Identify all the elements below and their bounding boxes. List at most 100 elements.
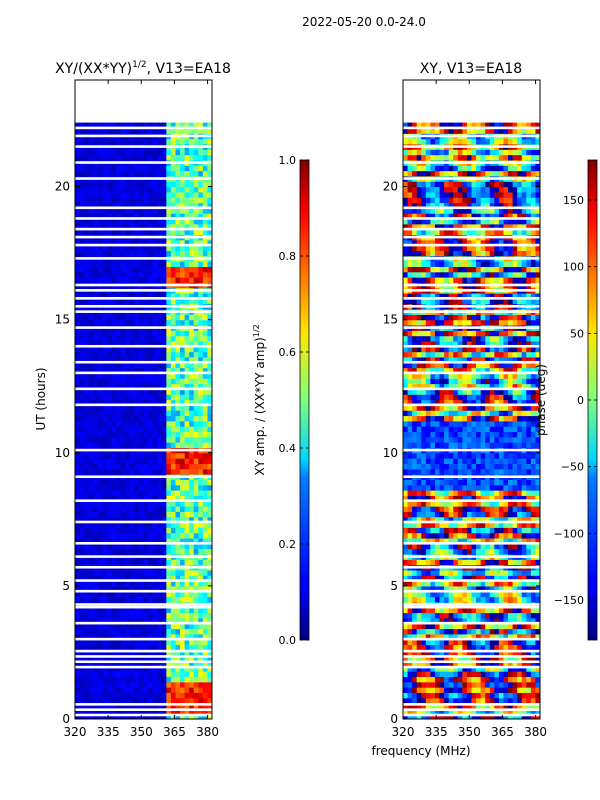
left-heatmap-cell — [116, 484, 122, 491]
left-heatmap-cell — [102, 378, 108, 385]
right-heatmap-cell — [521, 479, 527, 486]
left-heatmap-cell — [111, 213, 117, 220]
left-heatmap-cell — [116, 351, 122, 358]
left-heatmap-cell — [207, 665, 212, 672]
right-heatmap-cell — [480, 479, 486, 486]
left-heatmap-cell — [93, 569, 99, 576]
left-heatmap-cell — [102, 127, 108, 134]
left-heatmap-cell — [125, 511, 131, 518]
right-heatmap-cell — [494, 575, 500, 582]
right-heatmap-cell — [485, 490, 491, 496]
left-heatmap-cell — [207, 388, 212, 395]
right-heatmap-cell — [434, 527, 441, 534]
right-heatmap-cell — [421, 537, 427, 544]
right-heatmap-cell — [489, 612, 495, 619]
right-heatmap-cell — [503, 506, 509, 512]
left-heatmap-cell — [116, 537, 122, 544]
left-heatmap-cell — [175, 127, 181, 134]
right-heatmap-cell — [526, 484, 532, 491]
left-heatmap-cell — [116, 703, 122, 709]
right-heatmap-cell — [489, 511, 495, 518]
left-heatmap-cell — [152, 399, 158, 406]
right-heatmap-cell — [471, 527, 477, 534]
left-heatmap-cell — [207, 596, 212, 603]
left-heatmap-cell — [106, 266, 113, 273]
right-heatmap-cell — [480, 537, 486, 544]
left-heatmap-cell — [184, 372, 190, 379]
right-heatmap-cell — [530, 628, 537, 635]
left-heatmap-cell — [75, 383, 81, 390]
left-heatmap-cell — [189, 239, 195, 246]
left-heatmap-cell — [148, 713, 154, 719]
right-heatmap-cell — [480, 639, 486, 646]
right-heatmap-cell — [526, 585, 532, 592]
right-heatmap-cell — [421, 649, 427, 656]
right-heatmap-cell — [485, 458, 491, 464]
left-heatmap-cell — [202, 644, 209, 651]
left-heatmap-cell — [170, 559, 177, 566]
left-heatmap-cell — [202, 410, 209, 417]
left-heatmap-cell — [180, 458, 186, 464]
left-heatmap-cell — [93, 404, 99, 411]
left-heatmap-cell — [189, 149, 195, 156]
left-heatmap-cell — [180, 335, 186, 342]
left-heatmap-cell — [97, 607, 103, 614]
right-heatmap-cell — [412, 452, 418, 459]
left-heatmap-cell — [106, 383, 113, 390]
left-heatmap-cell — [120, 197, 126, 204]
left-heatmap-cell — [111, 394, 117, 401]
right-heatmap-cell — [476, 436, 482, 443]
left-heatmap-cell — [202, 596, 209, 603]
right-heatmap-cell — [430, 591, 436, 598]
left-heatmap-cell — [189, 585, 195, 592]
left-heatmap-cell — [189, 532, 195, 539]
right-heatmap-cell — [471, 468, 477, 475]
left-heatmap-cell — [102, 687, 108, 693]
left-heatmap-cell — [180, 644, 186, 651]
left-heatmap-cell — [170, 181, 177, 188]
left-heatmap-cell — [111, 665, 117, 672]
left-heatmap-cell — [175, 628, 181, 635]
left-heatmap-cell — [116, 266, 122, 273]
left-heatmap-cell — [166, 644, 172, 651]
right-heatmap-cell — [453, 500, 459, 507]
left-heatmap-cell — [134, 617, 140, 624]
right-heatmap-cell — [476, 468, 482, 475]
left-heatmap-cell — [88, 186, 94, 193]
right-heatmap-cell — [530, 458, 537, 464]
left-heatmap-cell — [148, 687, 154, 693]
right-heatmap-cell — [421, 495, 427, 502]
left-heatmap-cell — [88, 543, 94, 550]
right-heatmap-cell — [489, 521, 495, 528]
left-heatmap-cell — [175, 415, 181, 422]
left-heatmap-cell — [166, 516, 172, 523]
right-heatmap-cell — [494, 655, 500, 662]
left-heatmap-cell — [189, 399, 195, 406]
left-heatmap-cell — [202, 298, 209, 305]
left-heatmap-cell — [134, 261, 140, 267]
right-heatmap-cell — [403, 569, 409, 576]
left-heatmap-cell — [180, 346, 186, 353]
right-heatmap-cell — [476, 463, 482, 470]
gap-row — [75, 235, 212, 239]
right-heatmap-cell — [508, 628, 514, 635]
left-heatmap-cell — [189, 229, 195, 236]
left-heatmap-cell — [143, 671, 149, 677]
left-heatmap-cell — [120, 420, 126, 427]
right-heatmap-cell — [430, 569, 436, 576]
right-heatmap-cell — [425, 596, 431, 603]
left-heatmap-cell — [189, 335, 195, 342]
left-heatmap-cell — [129, 585, 135, 592]
left-heatmap-cell — [93, 202, 99, 209]
left-heatmap-cell — [193, 319, 199, 326]
left-heatmap-cell — [111, 591, 117, 598]
left-heatmap-cell — [157, 681, 163, 688]
right-heatmap-cell — [439, 703, 445, 709]
left-heatmap-cell — [97, 436, 103, 443]
left-heatmap-cell — [193, 277, 199, 283]
left-heatmap-cell — [175, 490, 181, 496]
left-heatmap-cell — [198, 261, 204, 267]
right-heatmap-cell — [521, 639, 527, 646]
left-heatmap-cell — [193, 484, 199, 491]
left-heatmap-cell — [193, 399, 199, 406]
